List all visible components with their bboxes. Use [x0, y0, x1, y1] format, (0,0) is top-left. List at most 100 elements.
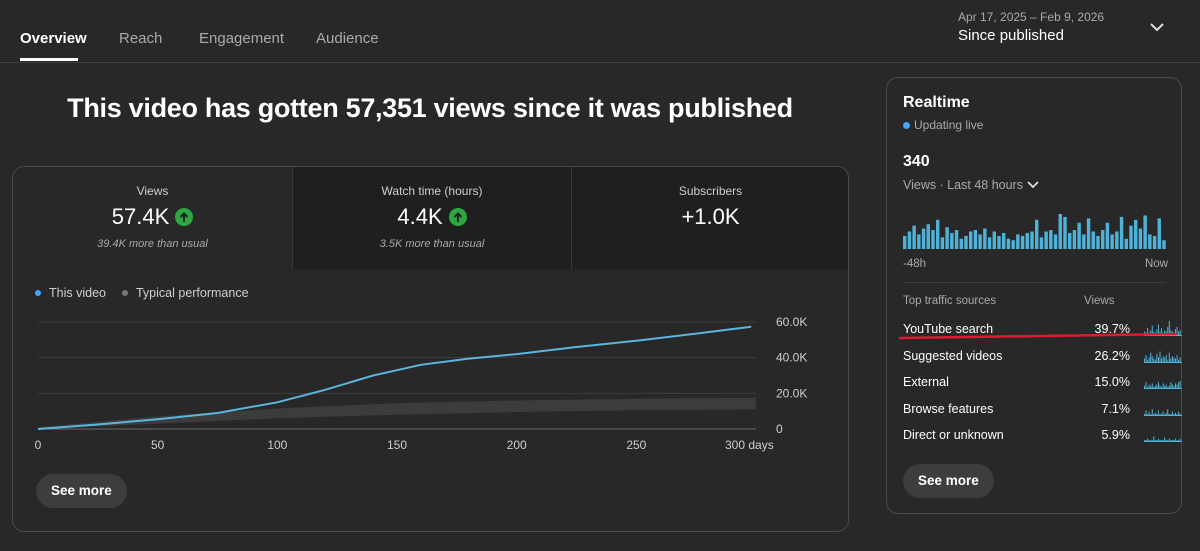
traffic-source-row[interactable]: Direct or unknown 5.9%	[903, 424, 1182, 446]
realtime-see-more-button[interactable]: See more	[903, 464, 994, 498]
x-tick-label: 0	[35, 438, 42, 452]
traffic-source-row[interactable]: YouTube search 39.7%	[903, 318, 1182, 340]
overview-card: Views 57.4K 39.4K more than usual Watch …	[12, 166, 849, 532]
sparkline-bar	[1151, 325, 1153, 335]
sparkline-bar	[1148, 384, 1150, 388]
sparkline-bar	[1167, 326, 1169, 335]
sparkline-bar	[1171, 411, 1173, 415]
realtime-bar	[992, 231, 996, 249]
sparkline-bar	[1170, 413, 1172, 415]
y-tick-label: 60.0K	[776, 315, 807, 329]
date-range-selector[interactable]: Apr 17, 2025 – Feb 9, 2026 Since publish…	[958, 10, 1188, 50]
realtime-bar	[1101, 230, 1105, 249]
tab-overview[interactable]: Overview	[20, 30, 87, 47]
sparkline-bar	[1147, 386, 1149, 388]
metric-label: Views	[136, 184, 169, 198]
sparkline-bar	[1164, 437, 1166, 441]
tab-reach[interactable]: Reach	[119, 30, 163, 47]
legend-this-video: This video	[35, 286, 106, 300]
realtime-bar	[1148, 234, 1152, 249]
x-tick-label: 150	[387, 438, 407, 452]
sparkline-bar	[1164, 330, 1166, 335]
sparkline-bar	[1167, 408, 1169, 415]
realtime-bar	[1025, 232, 1029, 249]
realtime-period-label: Views · Last 48 hours	[903, 178, 1023, 192]
realtime-bar	[1044, 231, 1048, 249]
metric-watch-time[interactable]: Watch time (hours) 4.4K 3.5K more than u…	[292, 167, 571, 269]
realtime-bar	[912, 225, 916, 249]
sparkline-bar	[1173, 413, 1175, 415]
sparkline-bar	[1157, 356, 1159, 362]
realtime-bar	[1082, 234, 1086, 249]
metric-subscribers[interactable]: Subscribers +1.0K	[571, 167, 848, 269]
page-title: This video has gotten 57,351 views since…	[67, 93, 793, 123]
y-tick-label: 20.0K	[776, 386, 807, 400]
sparkline-bar	[1173, 440, 1175, 441]
sparkline-bar	[1175, 383, 1176, 388]
live-dot-icon	[903, 121, 910, 129]
realtime-bar	[1020, 235, 1025, 250]
traffic-source-percent: 5.9%	[1101, 428, 1131, 442]
realtime-bar	[987, 237, 992, 249]
realtime-bar	[1063, 216, 1067, 249]
traffic-source-row[interactable]: Browse features 7.1%	[903, 398, 1182, 420]
realtime-bar	[921, 228, 926, 249]
realtime-bar	[1049, 230, 1053, 249]
sparkline-bar	[1156, 440, 1158, 441]
realtime-bar	[954, 230, 959, 249]
red-annotation-line	[898, 333, 1178, 340]
sparkline-bar	[1168, 438, 1170, 441]
traffic-source-name: YouTube search	[903, 322, 994, 336]
sparkline-bar	[1161, 328, 1163, 335]
metric-number: 4.4K	[397, 204, 443, 229]
traffic-source-row[interactable]: External 15.0%	[903, 371, 1182, 393]
tab-engagement[interactable]: Engagement	[199, 30, 285, 47]
chevron-down-icon	[1027, 181, 1039, 189]
sparkline-bar	[1161, 386, 1163, 388]
sparkline-bar	[1161, 358, 1163, 362]
realtime-bar	[1143, 215, 1147, 249]
sparkline-bar	[1170, 440, 1172, 441]
realtime-bar	[950, 232, 954, 249]
sparkline-bar	[1154, 412, 1156, 415]
sparkline-bar	[1173, 356, 1175, 362]
see-more-button[interactable]: See more	[36, 474, 127, 508]
realtime-bar-chart	[903, 214, 1166, 250]
realtime-count: 340	[903, 153, 930, 170]
sparkline-bar	[1168, 413, 1170, 415]
sparkline-bar	[1179, 413, 1181, 415]
legend-typical: Typical performance	[121, 286, 249, 300]
sparkline-bar	[1164, 413, 1166, 415]
sparkline-bar	[1148, 440, 1150, 441]
sparkline-bar	[1165, 440, 1167, 441]
sparkline-bar	[1171, 355, 1173, 362]
metric-views[interactable]: Views 57.4K 39.4K more than usual	[13, 167, 292, 269]
sparkline-bar	[1159, 439, 1161, 441]
sparkline-bar	[1179, 438, 1181, 441]
realtime-period-selector[interactable]: Views · Last 48 hours	[903, 178, 1039, 192]
chevron-down-icon[interactable]	[1150, 22, 1164, 32]
traffic-sparkline	[1144, 408, 1182, 416]
sparkline-bar	[1151, 383, 1153, 388]
sparkline-bar	[1154, 439, 1156, 441]
sparkline-bar	[1179, 381, 1181, 388]
sparkline-bar	[1161, 440, 1163, 441]
realtime-bar	[1077, 222, 1081, 249]
tab-audience[interactable]: Audience	[316, 30, 379, 47]
sparkline-bar	[1170, 330, 1172, 335]
realtime-bar	[1129, 225, 1133, 249]
sparkline-bar	[1159, 413, 1161, 415]
axis-end-label: Now	[1144, 258, 1168, 270]
traffic-source-row[interactable]: Suggested videos 26.2%	[903, 345, 1182, 367]
sparkline-bar	[1165, 354, 1167, 362]
realtime-bar	[1152, 235, 1157, 250]
sparkline-bar	[1164, 385, 1166, 388]
metric-value: 57.4K	[13, 204, 292, 230]
traffic-source-name: Browse features	[903, 401, 994, 416]
realtime-bar	[1058, 214, 1062, 249]
realtime-bar	[940, 237, 945, 249]
sparkline-bar	[1178, 440, 1180, 441]
realtime-bar	[978, 234, 982, 249]
sparkline-bar	[1162, 439, 1164, 441]
realtime-title: Realtime	[903, 94, 970, 111]
